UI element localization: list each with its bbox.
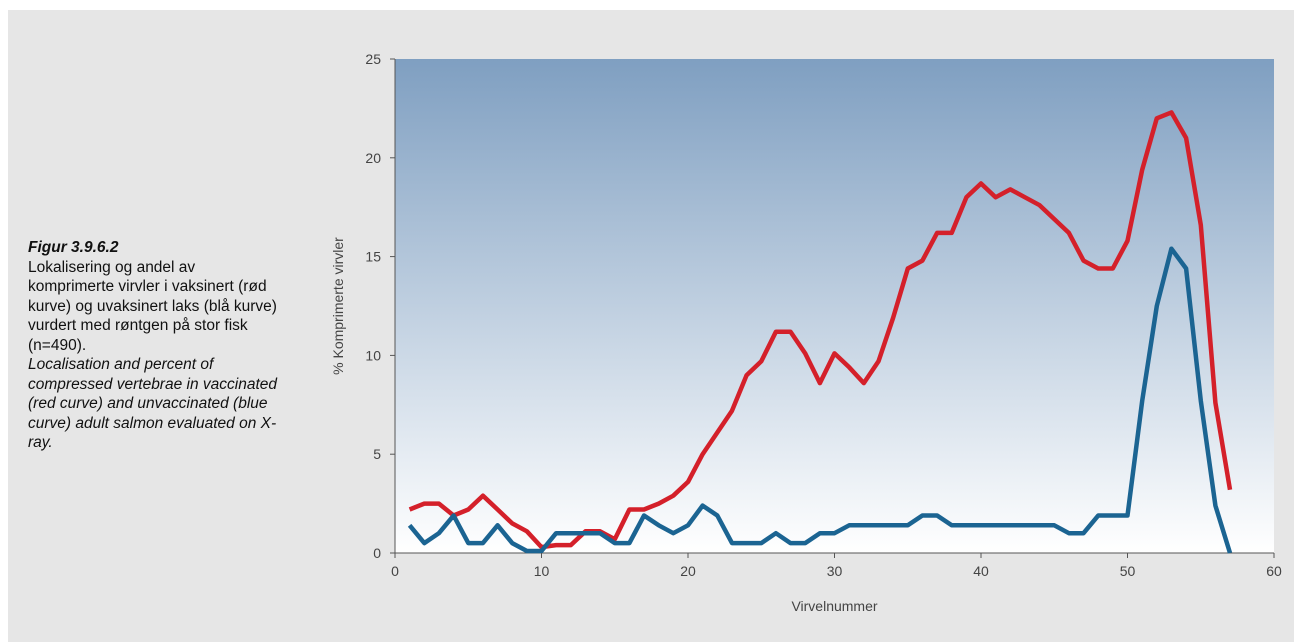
y-tick-label: 5	[373, 446, 381, 462]
caption-english: Localisation and percent of compressed v…	[28, 356, 277, 451]
x-tick-label: 30	[827, 563, 843, 579]
x-tick-label: 0	[391, 563, 399, 579]
y-tick-label: 10	[365, 347, 381, 363]
x-tick-label: 10	[534, 563, 550, 579]
x-tick-label: 50	[1120, 563, 1136, 579]
unvaccinated-series-line	[407, 246, 1233, 554]
figure-caption: Figur 3.9.6.2 Lokalisering og andel av k…	[28, 238, 278, 453]
x-axis-title: Virvelnummer	[791, 598, 877, 614]
y-tick-label: 20	[365, 150, 381, 166]
caption-title: Figur 3.9.6.2	[28, 239, 119, 256]
x-tick-label: 40	[973, 563, 989, 579]
x-tick-label: 60	[1266, 563, 1282, 579]
x-tick-label: 20	[680, 563, 696, 579]
caption-norwegian: Lokalisering og andel av komprimerte vir…	[28, 258, 277, 354]
y-tick-label: 25	[365, 51, 381, 67]
y-axis-title: % Komprimerte virvler	[330, 237, 346, 375]
plot-area	[395, 59, 1274, 553]
y-tick-label: 0	[373, 545, 381, 561]
y-tick-label: 15	[365, 249, 381, 265]
